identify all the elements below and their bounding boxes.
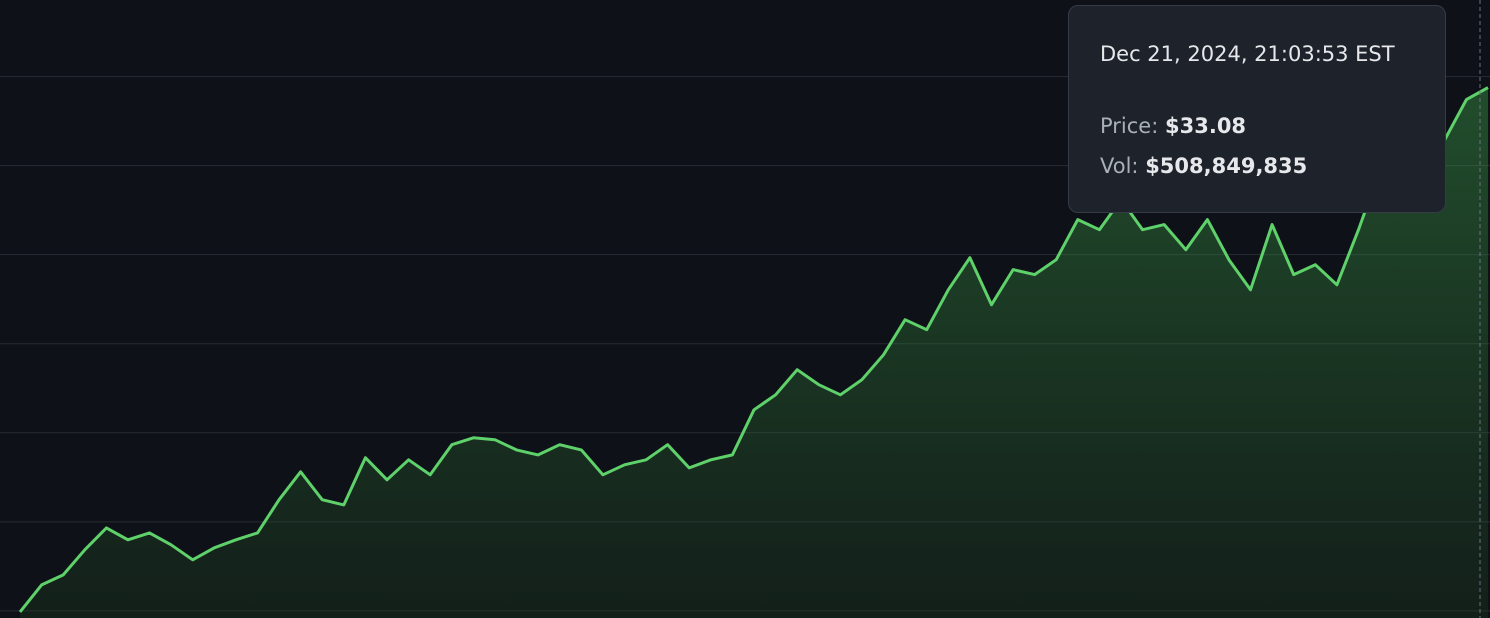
price-label: Price: xyxy=(1100,114,1159,138)
price-line xyxy=(18,86,1489,613)
tooltip-vol: Vol: $508,849,835 xyxy=(1100,154,1307,178)
price-value: $33.08 xyxy=(1165,114,1247,138)
vol-value: $508,849,835 xyxy=(1145,154,1308,178)
vol-label: Vol: xyxy=(1100,154,1139,178)
tooltip: Dec 21, 2024, 21:03:53 EST Price: $33.08… xyxy=(1068,5,1446,213)
tooltip-date: Dec 21, 2024, 21:03:53 EST xyxy=(1100,42,1395,66)
tooltip-price: Price: $33.08 xyxy=(1100,114,1246,138)
area xyxy=(20,87,1488,618)
